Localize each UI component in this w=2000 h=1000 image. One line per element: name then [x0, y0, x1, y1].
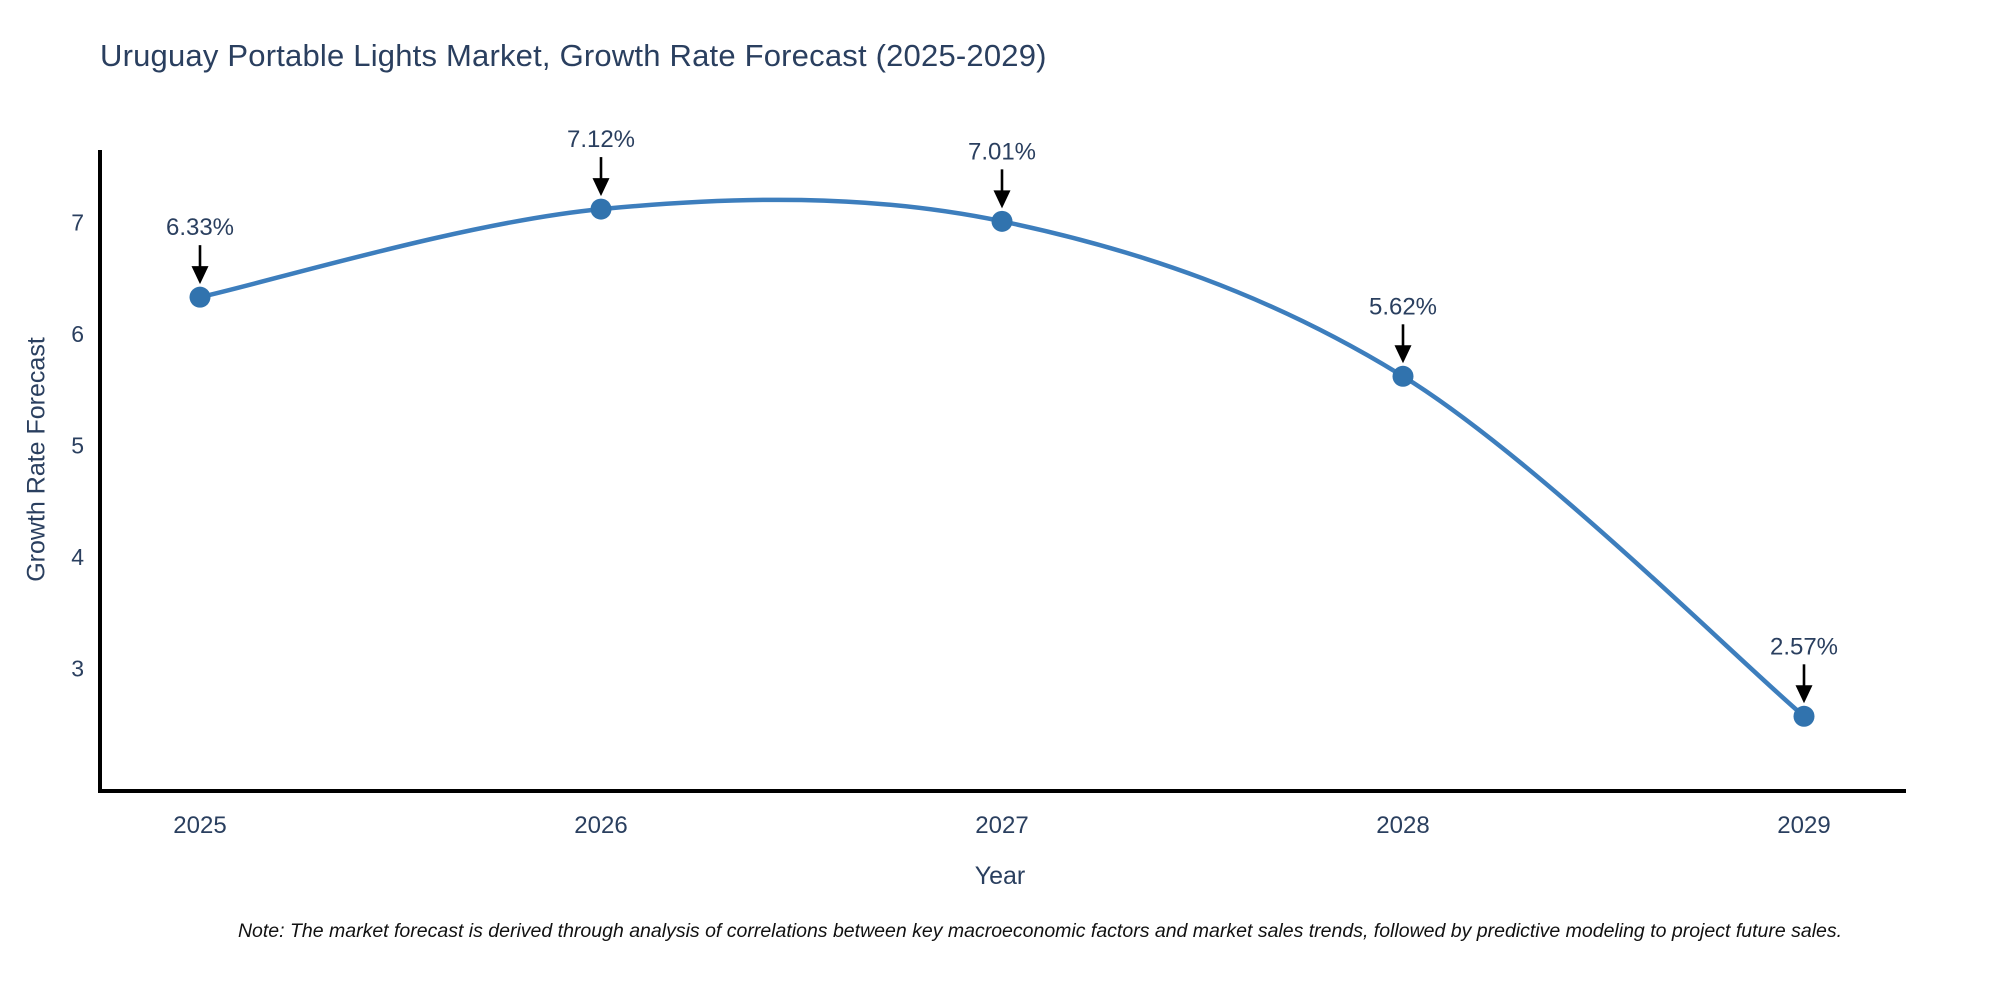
y-tick-label: 6 — [71, 321, 84, 347]
data-point-2029 — [1793, 705, 1815, 727]
x-tick-label: 2026 — [574, 812, 627, 839]
y-axis-label: Growth Rate Forecast — [22, 337, 51, 582]
annotation-arrowhead — [592, 178, 610, 197]
chart-title: Uruguay Portable Lights Market, Growth R… — [100, 38, 1047, 73]
data-point-label: 7.01% — [968, 138, 1036, 165]
data-point-2028 — [1392, 365, 1414, 387]
data-point-2025 — [189, 286, 211, 308]
y-tick-label: 4 — [71, 544, 84, 570]
y-tick-label: 7 — [71, 209, 84, 235]
annotation-arrowhead — [1795, 685, 1813, 704]
data-point-2026 — [590, 198, 612, 220]
y-tick-label: 3 — [71, 655, 84, 681]
x-tick-label: 2025 — [173, 812, 226, 839]
data-point-label: 5.62% — [1369, 293, 1437, 320]
x-axis-label: Year — [974, 862, 1026, 890]
annotation-arrowhead — [191, 266, 209, 285]
data-point-label: 6.33% — [166, 214, 234, 241]
trend-line — [197, 197, 1807, 719]
data-point-2027 — [991, 210, 1013, 232]
annotation-arrowhead — [993, 190, 1011, 209]
y-tick-label: 5 — [71, 432, 84, 458]
x-tick-label: 2028 — [1376, 812, 1429, 839]
footnote: Note: The market forecast is derived thr… — [237, 920, 1843, 942]
x-tick-label: 2029 — [1777, 812, 1830, 839]
data-point-label: 7.12% — [567, 126, 635, 153]
data-point-label: 2.57% — [1770, 633, 1838, 660]
x-tick-label: 2027 — [975, 812, 1028, 839]
annotation-arrowhead — [1394, 345, 1412, 364]
